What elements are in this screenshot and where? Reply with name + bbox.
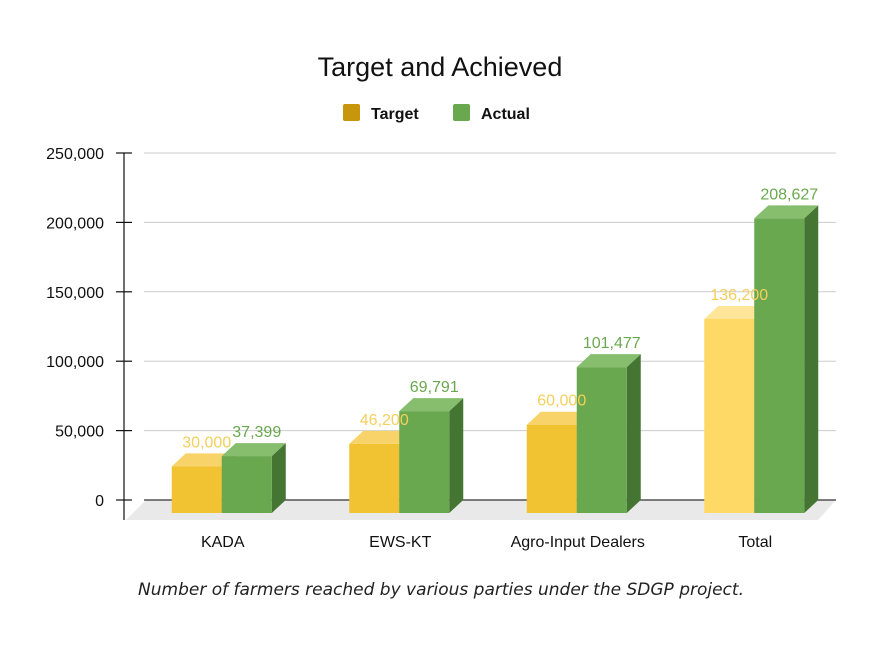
legend-swatch (343, 104, 360, 121)
bar-top (171, 453, 236, 467)
bar-actual-0 (221, 443, 286, 513)
data-label-target: 30,000 (182, 434, 231, 451)
legend-item-target: Target (343, 104, 419, 123)
bar-front (399, 411, 450, 513)
chart-caption: Number of farmers reached by various par… (138, 580, 744, 600)
bar-top (754, 205, 819, 219)
bar-side (449, 398, 464, 513)
bar-front (171, 466, 222, 513)
chart-floor (126, 500, 836, 520)
legend-label: Target (371, 106, 419, 123)
bar-top (704, 305, 769, 319)
bar-actual-2 (576, 354, 641, 513)
bar-top (399, 398, 464, 412)
legend-swatch (453, 104, 470, 121)
bar-front (704, 318, 755, 513)
bar-front (576, 367, 627, 513)
x-tick-label: Total (738, 534, 772, 551)
data-label-actual: 69,791 (410, 379, 459, 396)
bar-side (626, 354, 641, 513)
data-label-target: 136,200 (710, 287, 768, 304)
y-tick-label: 250,000 (46, 146, 104, 163)
y-tick-label: 0 (95, 493, 104, 510)
bar-side (271, 443, 286, 513)
bar-front (754, 218, 805, 513)
y-tick-label: 50,000 (55, 424, 104, 441)
y-tick-label: 150,000 (46, 285, 104, 302)
bar-actual-3 (754, 205, 819, 513)
chart-title: Target and Achieved (318, 52, 563, 82)
bar-front (526, 424, 577, 513)
y-tick-label: 100,000 (46, 354, 104, 371)
legend: Target Actual (343, 104, 530, 123)
y-tick-label: 200,000 (46, 215, 104, 232)
bar-top (576, 354, 641, 368)
data-label-target: 46,200 (360, 412, 409, 429)
data-label-actual: 37,399 (232, 424, 281, 441)
bar-actual-1 (399, 398, 464, 513)
x-tick-label: KADA (201, 534, 245, 551)
data-label-actual: 208,627 (760, 186, 818, 203)
legend-item-actual: Actual (453, 104, 530, 123)
x-axis-labels: KADA EWS-KT Agro-Input Dealers Total (201, 534, 772, 551)
floor-plane (126, 500, 836, 520)
y-axis: 0 50,000 100,000 150,000 200,000 250,000 (46, 146, 132, 520)
bar-front (221, 456, 272, 513)
bar-top (221, 443, 286, 457)
bar-top (526, 411, 591, 425)
data-label-actual: 101,477 (583, 335, 641, 352)
bar-top (349, 430, 414, 444)
bars (171, 205, 819, 513)
bar-front (349, 443, 400, 513)
legend-label: Actual (481, 106, 530, 123)
x-tick-label: Agro-Input Dealers (511, 534, 645, 551)
x-tick-label: EWS-KT (369, 534, 431, 551)
data-label-target: 60,000 (537, 393, 586, 410)
bar-side (804, 205, 819, 513)
